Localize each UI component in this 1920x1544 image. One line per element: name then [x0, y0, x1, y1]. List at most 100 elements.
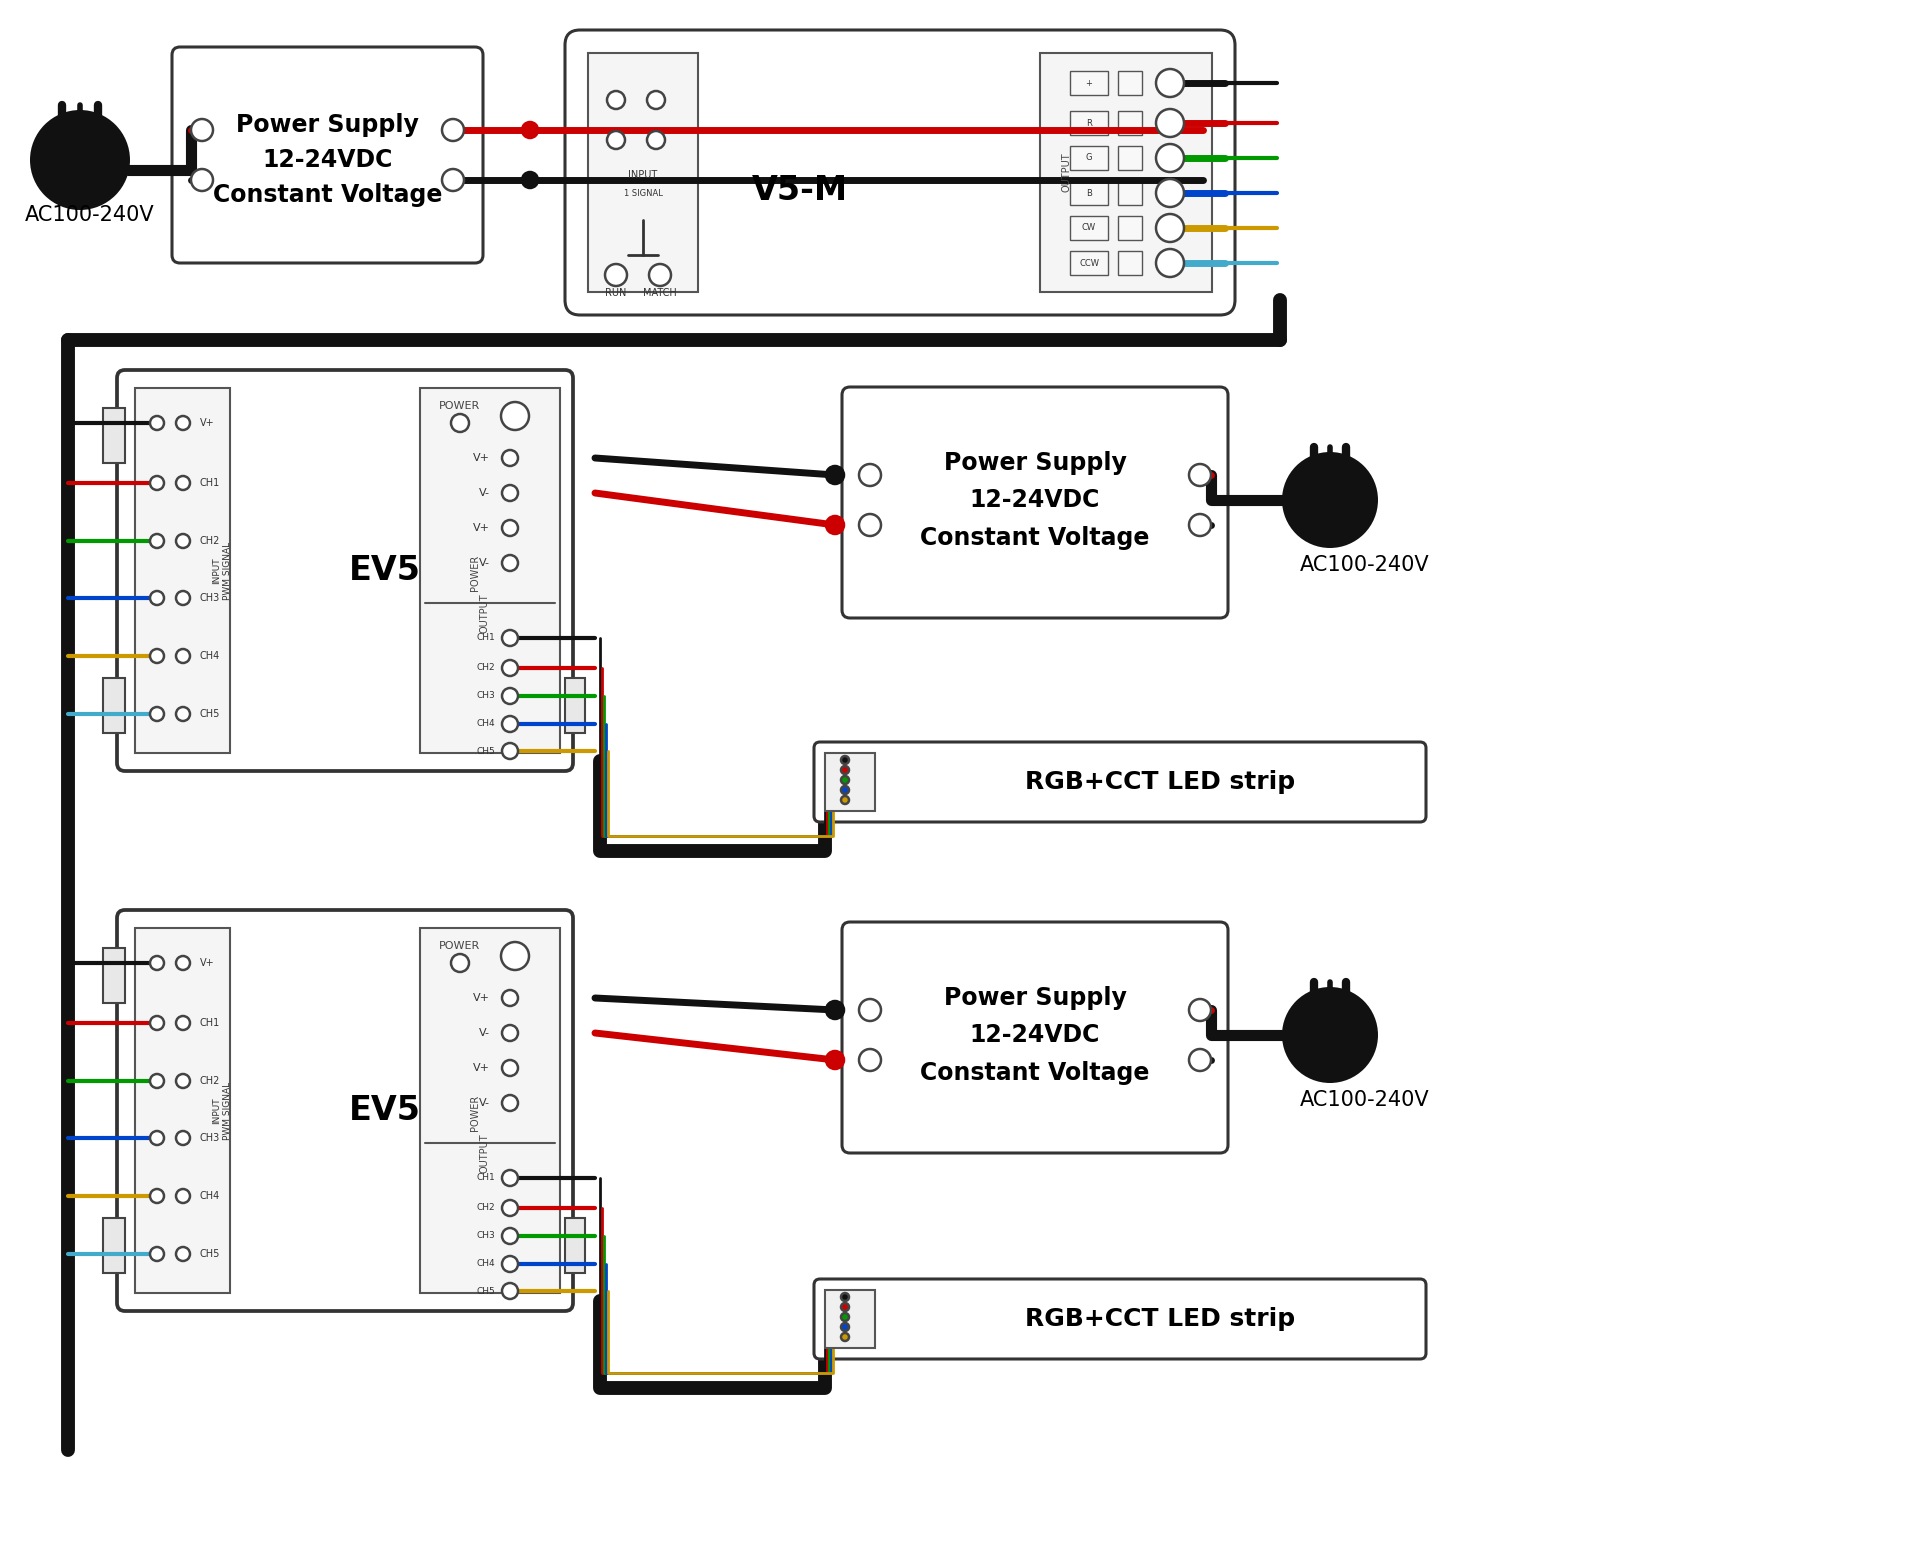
Circle shape: [841, 777, 849, 784]
Text: CH1: CH1: [476, 1173, 495, 1183]
Text: EV5: EV5: [349, 1095, 420, 1127]
Circle shape: [177, 1075, 190, 1089]
Text: OUTPUT: OUTPUT: [1062, 153, 1071, 193]
Circle shape: [1188, 1048, 1212, 1072]
Circle shape: [150, 956, 163, 970]
Circle shape: [501, 990, 518, 1007]
Bar: [1117, 181, 1142, 205]
FancyBboxPatch shape: [564, 29, 1235, 315]
Text: RGB+CCT LED strip: RGB+CCT LED strip: [1025, 770, 1296, 794]
Text: V+: V+: [200, 418, 215, 428]
Circle shape: [858, 999, 881, 1021]
Circle shape: [607, 91, 626, 110]
Text: +: +: [1085, 79, 1092, 88]
Text: RGB+CCT LED strip: RGB+CCT LED strip: [1025, 1308, 1296, 1331]
Circle shape: [1156, 215, 1185, 242]
Text: CH2: CH2: [476, 1203, 495, 1212]
Circle shape: [501, 1200, 518, 1217]
Circle shape: [841, 1312, 849, 1322]
Text: B: B: [1087, 188, 1092, 198]
Bar: [134, 388, 230, 753]
Bar: [1117, 216, 1142, 239]
Circle shape: [501, 554, 518, 571]
Circle shape: [150, 1248, 163, 1261]
Bar: [564, 1218, 586, 1272]
Bar: [1069, 147, 1108, 170]
Text: CH1: CH1: [476, 633, 495, 642]
Bar: [104, 678, 125, 733]
Circle shape: [1156, 144, 1185, 171]
Circle shape: [177, 476, 190, 489]
Text: CH4: CH4: [200, 1190, 221, 1201]
Text: V+: V+: [472, 452, 490, 463]
Circle shape: [1156, 179, 1185, 207]
Circle shape: [841, 1303, 849, 1311]
Bar: [1069, 181, 1108, 205]
Text: Power Supply: Power Supply: [943, 451, 1127, 476]
Circle shape: [150, 1132, 163, 1146]
Text: OUTPUT: OUTPUT: [480, 1133, 490, 1173]
Text: Constant Voltage: Constant Voltage: [920, 1061, 1150, 1085]
Circle shape: [1188, 999, 1212, 1021]
Circle shape: [501, 630, 518, 645]
Text: POWER: POWER: [440, 401, 480, 411]
Circle shape: [177, 534, 190, 548]
Circle shape: [841, 797, 849, 804]
Text: 12-24VDC: 12-24VDC: [263, 148, 394, 171]
Text: EV5: EV5: [349, 554, 420, 587]
Text: AC100-240V: AC100-240V: [1300, 1090, 1430, 1110]
Circle shape: [150, 476, 163, 489]
Circle shape: [150, 415, 163, 429]
Circle shape: [1283, 987, 1379, 1082]
Circle shape: [501, 1227, 518, 1244]
Text: Power Supply: Power Supply: [943, 987, 1127, 1010]
Text: CW: CW: [1083, 224, 1096, 233]
Text: CH5: CH5: [476, 746, 495, 755]
FancyBboxPatch shape: [117, 371, 572, 770]
Circle shape: [150, 1016, 163, 1030]
Circle shape: [826, 516, 845, 534]
Circle shape: [150, 648, 163, 662]
Text: V+: V+: [472, 993, 490, 1004]
Text: CH3: CH3: [200, 593, 221, 604]
Circle shape: [1156, 69, 1185, 97]
Circle shape: [501, 716, 518, 732]
Text: INPUT
PWM SIGNAL: INPUT PWM SIGNAL: [213, 542, 232, 599]
Bar: [1041, 52, 1212, 292]
Text: 12-24VDC: 12-24VDC: [970, 488, 1100, 513]
Circle shape: [442, 168, 465, 191]
Circle shape: [177, 591, 190, 605]
Circle shape: [607, 131, 626, 150]
Circle shape: [1188, 465, 1212, 486]
Text: CH4: CH4: [476, 720, 495, 729]
Text: V5-M: V5-M: [753, 173, 849, 207]
Circle shape: [522, 171, 538, 188]
Circle shape: [177, 1189, 190, 1203]
Circle shape: [177, 707, 190, 721]
Bar: [826, 753, 876, 811]
FancyBboxPatch shape: [117, 909, 572, 1311]
Bar: [420, 928, 561, 1292]
Text: CH4: CH4: [476, 1260, 495, 1269]
Circle shape: [150, 534, 163, 548]
Circle shape: [649, 264, 670, 286]
Circle shape: [150, 1189, 163, 1203]
Circle shape: [501, 449, 518, 466]
Circle shape: [841, 766, 849, 774]
Text: CH3: CH3: [200, 1133, 221, 1143]
Bar: [1117, 252, 1142, 275]
Bar: [1069, 71, 1108, 96]
Text: V-: V-: [478, 1098, 490, 1109]
Bar: [826, 1289, 876, 1348]
Circle shape: [451, 954, 468, 973]
Circle shape: [150, 1075, 163, 1089]
Circle shape: [501, 659, 518, 676]
Bar: [1069, 252, 1108, 275]
Circle shape: [826, 1051, 845, 1068]
Circle shape: [605, 264, 628, 286]
Circle shape: [522, 122, 538, 137]
Bar: [420, 388, 561, 753]
Text: MATCH: MATCH: [643, 289, 678, 298]
Bar: [104, 1218, 125, 1272]
Text: CH1: CH1: [200, 479, 221, 488]
